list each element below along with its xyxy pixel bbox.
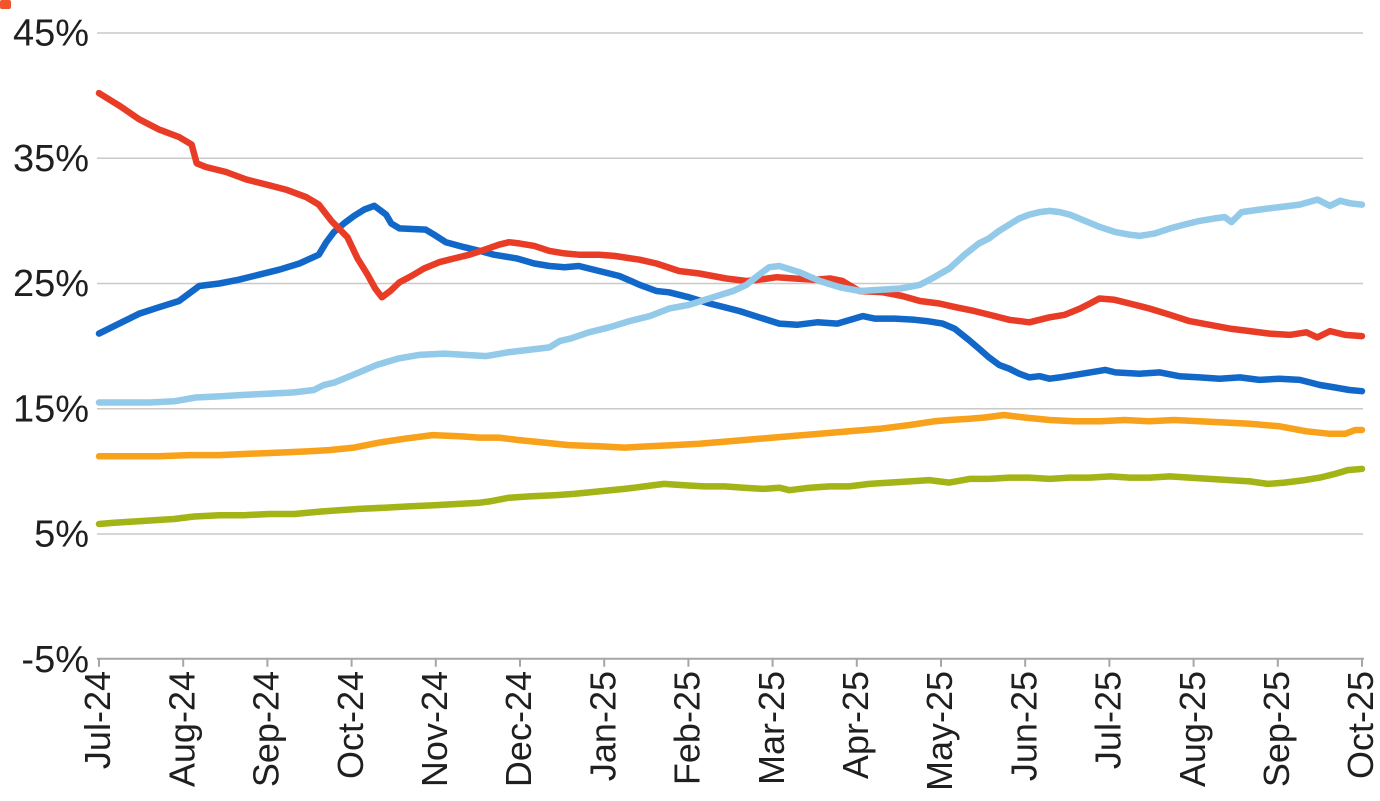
x-axis-label: Oct-24 xyxy=(330,671,371,779)
x-axis-label: Mar-25 xyxy=(751,671,792,785)
x-axis-label: May-25 xyxy=(919,671,960,791)
series-line-red xyxy=(95,89,1366,341)
x-axis-label: Oct-25 xyxy=(1340,671,1380,779)
x-axis-label: Aug-25 xyxy=(1172,671,1213,787)
x-axis-label: Aug-24 xyxy=(161,671,202,787)
x-axis-label: Feb-25 xyxy=(667,671,708,785)
x-axis-label: Jun-25 xyxy=(1003,671,1044,781)
series-line-green xyxy=(95,465,1366,528)
x-axis-label: Sep-25 xyxy=(1256,671,1297,787)
clipped-corner-fragment xyxy=(0,0,11,9)
y-axis-label: 35% xyxy=(13,138,89,180)
x-axis-label: Jul-25 xyxy=(1088,671,1129,769)
x-axis-label: Dec-24 xyxy=(498,671,539,787)
x-axis-label: Jan-25 xyxy=(582,671,623,781)
series-line-orange xyxy=(95,411,1366,460)
y-axis-label: 25% xyxy=(13,263,89,305)
y-axis-label: 15% xyxy=(13,388,89,430)
x-axis-label: Sep-24 xyxy=(246,671,287,787)
series-line-light-blue xyxy=(95,196,1366,406)
x-axis-label: Jul-24 xyxy=(77,671,118,769)
y-axis-label: 5% xyxy=(34,514,89,556)
x-axis-label: Apr-25 xyxy=(835,671,876,779)
x-axis-label: Nov-24 xyxy=(414,671,455,787)
y-axis-label: -5% xyxy=(21,639,89,681)
series-line-dark-blue xyxy=(95,202,1366,395)
y-axis-label: 45% xyxy=(13,13,89,55)
